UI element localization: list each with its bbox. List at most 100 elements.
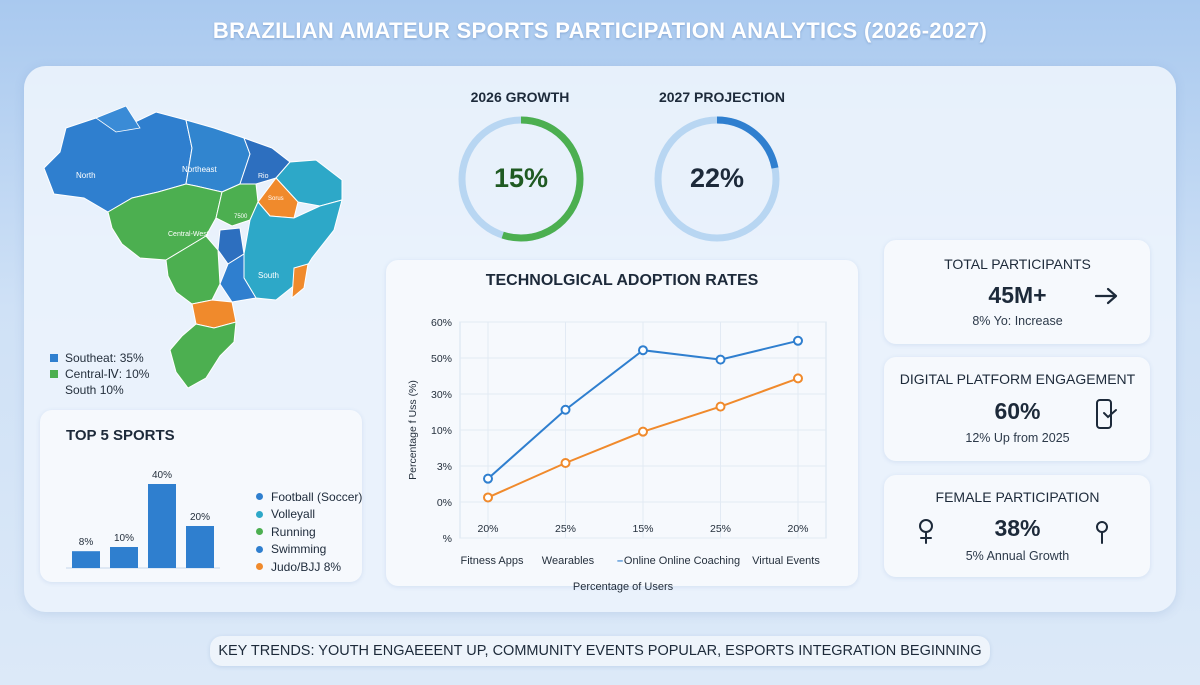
x-tick-value-label: 15% [632, 523, 653, 535]
map-legend: Southeat: 35% Central-Ⅳ: 10% South 10% [50, 350, 149, 398]
bar [186, 526, 214, 568]
map-region-northeast: Northeast Rio Sorus [182, 119, 343, 219]
legend-dot [256, 493, 263, 501]
stat-sub-digital-engagement: 12% Up from 2025 [965, 431, 1070, 445]
data-point [715, 401, 726, 412]
adoption-chart-title: TECHNOLGICAL ADOPTION RATES [485, 272, 759, 289]
x-axis-label: Percentage of Users [573, 581, 674, 593]
sports-legend-item: Judo/BJJ 8% [256, 558, 362, 576]
stat-value-female-participation: 38% [994, 515, 1041, 541]
stat-card-female-participation [884, 475, 1150, 577]
map-legend-label: Southeat: 35% [65, 351, 144, 365]
sports-legend-label: Football (Soccer) [271, 489, 363, 504]
adoption-line-chart: 60% 50% 30% 10% 3% 0%% 20% 25% 15% 25% 20% Percenta… [407, 317, 827, 593]
gauge-title-2027-projection: 2027 PROJECTION [658, 89, 786, 105]
stat-value-digital-engagement: 60% [994, 398, 1041, 424]
map-label-7500: 7500 [234, 214, 248, 220]
sports-legend-item: Swimming [256, 541, 362, 559]
data-point [793, 335, 803, 346]
sports-legend-label: Judo/BJJ 8% [271, 559, 342, 574]
bar [72, 551, 100, 568]
top-sports-title: TOP 5 SPORTS [66, 427, 175, 444]
sports-legend-item: Running [256, 523, 362, 541]
page-title: BRAZILIAN AMATEUR SPORTS PARTICIPATION A… [212, 18, 988, 43]
gauge-arc [654, 116, 780, 242]
map-label-central-west: Central-West [168, 231, 209, 238]
map-label-northeast: Northeast [182, 165, 217, 174]
category-label: Virtual Events [752, 555, 820, 567]
map-legend-item: South 10% [50, 382, 149, 398]
x-tick-value-label: 20% [477, 523, 498, 535]
smartphone-icon [1096, 399, 1117, 429]
bar-data-label: 40% [152, 470, 172, 481]
y-tick-label: % [443, 533, 452, 545]
stat-sub-total-participants: 8% Yo: Increase [972, 314, 1063, 328]
data-point [638, 426, 648, 437]
gauge-value-2026-growth: 15% [493, 163, 549, 193]
y-tick-label: 50% [431, 353, 452, 365]
arrow-right-icon [1094, 287, 1118, 305]
y-tick-label: 0% [437, 497, 452, 509]
map-legend-item: Southeat: 35% [50, 350, 149, 366]
y-tick-label: 3% [437, 461, 452, 473]
legend-swatch [50, 370, 58, 378]
gauge-arc [458, 116, 584, 242]
map-legend-label: South 10% [65, 383, 124, 397]
map-region-south [165, 235, 237, 389]
data-point [560, 458, 571, 468]
gauge-2026-growth [458, 116, 584, 242]
data-point [638, 345, 648, 356]
bar [148, 484, 176, 568]
female-symbol-icon [919, 519, 933, 544]
map-label-rio: Rio [258, 173, 269, 180]
legend-dot [256, 563, 263, 571]
legend-marker: – [617, 555, 623, 567]
gauge-value-2027-projection: 22% [689, 163, 745, 193]
x-tick-value-label: 25% [710, 523, 731, 535]
sports-legend-item: Volleyall [256, 506, 362, 524]
y-tick-label: 30% [431, 389, 452, 401]
sports-legend-item: Football (Soccer) [256, 488, 362, 506]
gauge-title-2026-growth: 2026 GROWTH [470, 89, 570, 105]
brazil-map: North Northeast Rio Sorus Central-West 7… [43, 105, 343, 389]
map-label-south: South [258, 271, 279, 280]
category-label: Online Online Coaching [624, 555, 740, 567]
x-tick-value-label: 25% [555, 523, 576, 535]
key-trends-banner: KEY TRENDS: YOUTH ENGAEEENT UP, COMMUNIT… [210, 636, 990, 666]
map-region-southeast: South [219, 199, 343, 303]
stat-title-total-participants: TOTAL PARTICIPANTS [944, 256, 1091, 272]
category-label: Fitness Apps [461, 555, 524, 567]
stat-sub-female-participation: 5% Annual Growth [965, 549, 1070, 563]
sports-legend-label: Running [271, 524, 316, 539]
map-region-central-west: Central-West 7500 [107, 183, 259, 265]
sports-legend-label: Volleyall [271, 507, 316, 522]
category-label: Wearables [542, 555, 595, 567]
x-tick-value-label: 20% [787, 523, 808, 535]
y-tick-label: 10% [431, 425, 452, 437]
y-tick-label: 60% [431, 317, 452, 329]
stat-card-digital-engagement [884, 357, 1150, 461]
gauge-2027-projection [654, 116, 780, 242]
bar-data-label: 20% [190, 512, 210, 523]
legend-swatch [50, 386, 58, 394]
stat-title-digital-engagement: DIGITAL PLATFORM ENGAGEMENT [899, 371, 1136, 387]
stat-value-total-participants: 45M+ [988, 282, 1047, 308]
top-sports-legend: Football (Soccer) Volleyall Running Swim… [256, 488, 362, 576]
female-symbol-icon [1096, 521, 1108, 544]
map-legend-label: Central-Ⅳ: 10% [65, 367, 150, 381]
map-legend-item: Central-Ⅳ: 10% [50, 366, 149, 382]
data-point [793, 373, 803, 384]
data-point [715, 354, 726, 365]
legend-dot [256, 510, 263, 518]
legend-dot [256, 528, 263, 536]
legend-swatch [50, 354, 58, 362]
map-label-north: North [76, 171, 96, 180]
bar [110, 547, 138, 568]
adoption-card [386, 260, 858, 586]
stat-title-female-participation: FEMALE PARTICIPATION [935, 489, 1100, 505]
top-sports-bar-chart: 8% 10% 40% 20% [66, 470, 220, 569]
bar-data-label: 8% [79, 537, 94, 548]
bar-data-label: 10% [114, 533, 134, 544]
data-point [483, 492, 493, 503]
data-point [483, 473, 493, 484]
